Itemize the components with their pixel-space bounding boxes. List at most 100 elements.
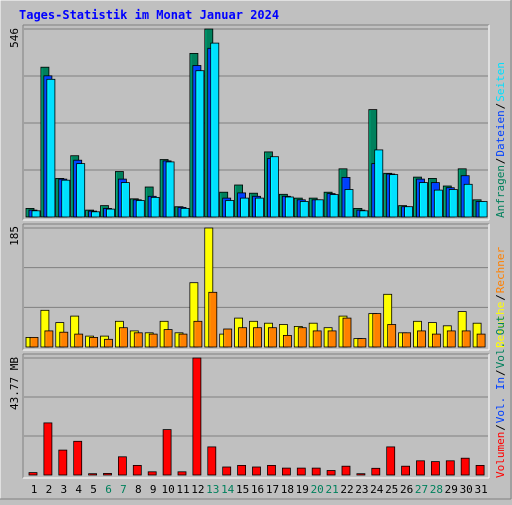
legend-side: Anfragen/Dateien/Seiten <box>494 62 507 218</box>
bar-rechner-day-12 <box>193 320 203 348</box>
legend-label-besuche: Besuche <box>494 302 507 348</box>
legend-separator: / <box>494 369 507 376</box>
bar-volumen-day-5 <box>88 473 97 476</box>
x-tick-label-day-27: 27 <box>415 483 428 496</box>
bar-volumen-day-30 <box>460 457 470 476</box>
bar-rechner-day-25 <box>387 324 397 348</box>
bar-seiten-day-31 <box>478 201 488 218</box>
bar-volumen-day-20 <box>311 467 321 476</box>
legend-label-rechner: Rechner <box>494 246 507 293</box>
bar-seiten-day-4 <box>76 163 86 218</box>
legend-label-volumen: Volumen <box>494 432 507 478</box>
bar-rechner-day-8 <box>133 332 143 348</box>
bar-seiten-day-30 <box>463 183 473 218</box>
x-tick-label-day-30: 30 <box>460 483 473 496</box>
bar-rechner-day-14 <box>223 328 233 348</box>
bar-seiten-day-8 <box>135 200 145 218</box>
bar-volumen-day-25 <box>386 446 396 476</box>
legend-separator: / <box>494 158 507 165</box>
bar-rechner-day-11 <box>178 333 188 348</box>
legend-label-vol-in: Vol. In <box>494 377 507 423</box>
x-tick-label-day-5: 5 <box>90 483 97 496</box>
bar-seiten-day-16 <box>255 197 264 218</box>
bar-rechner-day-4 <box>74 333 84 348</box>
bar-volumen-day-12 <box>192 357 202 476</box>
x-tick-label-day-24: 24 <box>370 483 384 496</box>
x-tick-label-day-12: 12 <box>191 483 204 496</box>
x-tick-label-day-28: 28 <box>430 483 443 496</box>
bar-seiten-day-7 <box>121 182 130 218</box>
bar-seiten-day-26 <box>404 206 414 218</box>
legend-side: Besuche/Rechner <box>494 246 507 348</box>
x-tick-label-day-4: 4 <box>75 483 82 496</box>
y-max-label: 185 <box>8 226 21 246</box>
bar-seiten-day-1 <box>31 210 41 218</box>
legend-label-seiten: Seiten <box>494 62 507 102</box>
x-tick-label-day-29: 29 <box>445 483 458 496</box>
bar-volumen-day-23 <box>356 473 366 476</box>
bar-seiten-day-12 <box>195 70 205 218</box>
x-tick-label-day-8: 8 <box>135 483 142 496</box>
x-tick-label-day-26: 26 <box>400 483 413 496</box>
bar-volumen-day-24 <box>371 467 381 476</box>
bar-rechner-day-28 <box>431 333 441 348</box>
bar-volumen-day-8 <box>132 464 142 476</box>
bar-rechner-day-10 <box>163 329 173 348</box>
bar-volumen-day-13 <box>207 446 217 476</box>
x-tick-label-day-20: 20 <box>311 483 324 496</box>
bar-rechner-day-6 <box>104 338 113 348</box>
bar-volumen-day-21 <box>326 470 336 476</box>
bar-rechner-day-15 <box>238 327 248 348</box>
y-max-label: 43.77 MB <box>8 357 21 410</box>
bar-rechner-day-16 <box>253 327 262 348</box>
bar-seiten-day-18 <box>284 196 294 218</box>
bar-rechner-day-23 <box>357 338 367 348</box>
bar-seiten-day-24 <box>374 149 384 218</box>
bar-volumen-day-2 <box>43 422 53 476</box>
bar-seiten-day-6 <box>106 208 115 218</box>
legend-separator: / <box>494 294 507 301</box>
bar-seiten-day-11 <box>180 207 190 218</box>
x-tick-label-day-11: 11 <box>176 483 189 496</box>
x-tick-label-day-25: 25 <box>385 483 398 496</box>
bar-rechner-day-30 <box>461 330 471 348</box>
bar-volumen-day-29 <box>445 460 455 476</box>
bar-volumen-day-17 <box>267 464 276 476</box>
bar-seiten-day-13 <box>210 42 220 218</box>
x-tick-label-day-9: 9 <box>150 483 157 496</box>
bar-rechner-day-26 <box>402 332 412 348</box>
legend-separator: / <box>494 103 507 110</box>
bar-volumen-day-16 <box>252 466 261 476</box>
bar-seiten-day-22 <box>344 189 354 218</box>
bar-seiten-day-3 <box>61 179 71 218</box>
bar-volumen-day-22 <box>341 465 351 476</box>
bar-volumen-day-7 <box>118 456 127 476</box>
x-tick-label-day-1: 1 <box>31 483 38 496</box>
bar-volumen-day-19 <box>296 467 306 476</box>
bar-rechner-day-3 <box>59 331 69 348</box>
bar-seiten-day-28 <box>433 189 443 218</box>
legend-label-vol-out: Vol. Out <box>494 315 507 368</box>
x-tick-label-day-17: 17 <box>266 483 279 496</box>
bar-seiten-day-25 <box>389 174 399 218</box>
x-tick-label-day-3: 3 <box>60 483 67 496</box>
bar-rechner-day-19 <box>297 327 307 348</box>
bar-volumen-day-27 <box>416 460 425 476</box>
bar-seiten-day-9 <box>150 196 160 218</box>
bar-volumen-day-31 <box>475 464 485 476</box>
x-tick-label-day-14: 14 <box>221 483 235 496</box>
bar-seiten-day-21 <box>329 194 339 218</box>
x-tick-label-day-16: 16 <box>251 483 264 496</box>
bar-rechner-day-22 <box>342 317 352 348</box>
x-tick-label-day-6: 6 <box>105 483 112 496</box>
x-axis-labels: 1 2 3 4 5 6 7 8 9 10 11 12 13 14 15 16 17 18 19 20 21 22 23 24 2… <box>31 483 488 496</box>
legend-side: Volumen/Vol. In/Vol. Out <box>494 315 507 478</box>
bar-seiten-day-27 <box>419 182 428 218</box>
bar-seiten-day-2 <box>46 78 56 218</box>
x-tick-label-day-19: 19 <box>296 483 309 496</box>
bar-rechner-day-24 <box>372 313 382 348</box>
bar-rechner-day-20 <box>312 330 322 348</box>
